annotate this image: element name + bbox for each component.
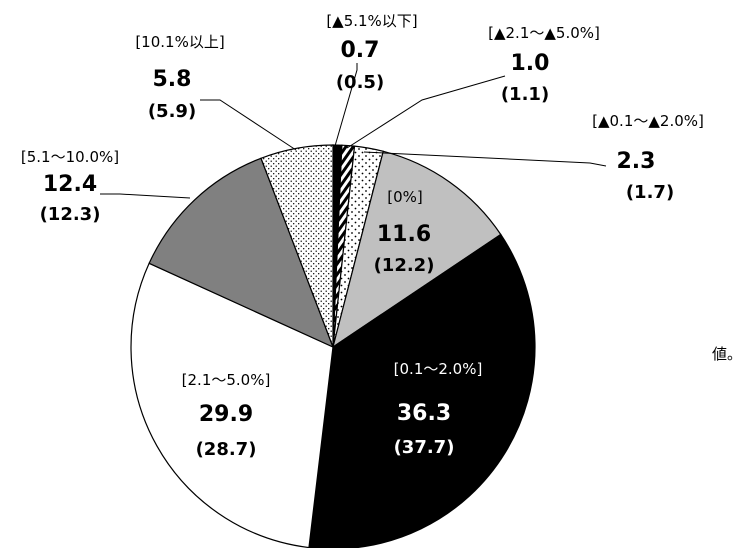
slice-label-s4: [0.1～2.0%] <box>394 360 483 378</box>
slice-label-s6: [5.1～10.0%] <box>21 148 119 166</box>
slice-prev-s0: (0.5) <box>336 72 384 93</box>
slice-prev-s3: (12.2) <box>374 255 435 276</box>
slice-value-s6: 12.4 <box>43 172 97 197</box>
slice-value-s0: 0.7 <box>341 38 380 63</box>
slice-prev-s6: (12.3) <box>40 204 101 225</box>
slice-prev-s7: (5.9) <box>148 101 196 122</box>
slice-prev-s4: (37.7) <box>394 437 455 458</box>
leader-line-s6 <box>100 194 190 198</box>
slice-label-s3: [0%] <box>387 188 423 206</box>
slice-value-s2: 2.3 <box>617 149 656 174</box>
slice-value-s5: 29.9 <box>199 402 253 427</box>
slice-value-s3: 11.6 <box>377 222 431 247</box>
slice-prev-s1: (1.1) <box>501 84 549 105</box>
slice-value-s7: 5.8 <box>153 67 192 92</box>
slice-label-s7: [10.1%以上] <box>135 33 224 51</box>
slice-label-s1: [▲2.1～▲5.0%] <box>488 24 600 42</box>
slice-prev-s2: (1.7) <box>626 182 674 203</box>
slice-label-s2: [▲0.1～▲2.0%] <box>592 112 704 130</box>
slice-value-s4: 36.3 <box>397 401 451 426</box>
pie-slices <box>131 145 535 548</box>
slice-prev-s5: (28.7) <box>196 439 257 460</box>
slice-label-s5: [2.1～5.0%] <box>182 371 271 389</box>
slice-label-s0: [▲5.1%以下] <box>326 12 417 30</box>
leader-line-s7 <box>200 100 296 150</box>
slice-value-s1: 1.0 <box>511 51 550 76</box>
